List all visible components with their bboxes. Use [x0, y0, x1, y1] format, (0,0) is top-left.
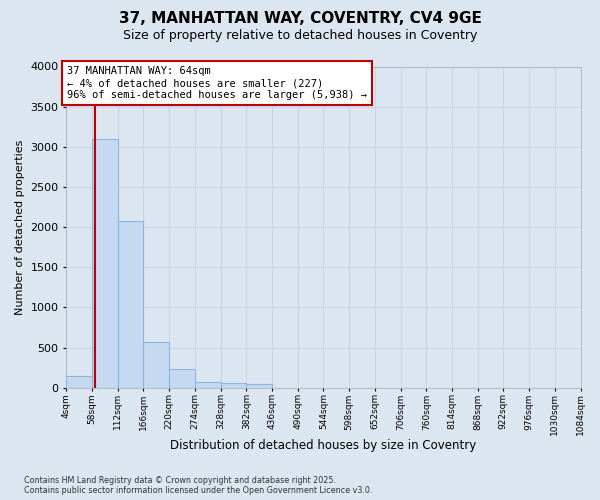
- Bar: [246, 384, 272, 388]
- Y-axis label: Number of detached properties: Number of detached properties: [15, 140, 25, 315]
- Bar: [67, 376, 92, 388]
- Bar: [143, 342, 169, 388]
- Bar: [169, 369, 195, 388]
- Bar: [195, 382, 221, 388]
- Bar: [92, 139, 118, 388]
- Text: Size of property relative to detached houses in Coventry: Size of property relative to detached ho…: [123, 29, 477, 42]
- Text: 37 MANHATTAN WAY: 64sqm
← 4% of detached houses are smaller (227)
96% of semi-de: 37 MANHATTAN WAY: 64sqm ← 4% of detached…: [67, 66, 367, 100]
- Bar: [221, 383, 246, 388]
- Text: Contains HM Land Registry data © Crown copyright and database right 2025.
Contai: Contains HM Land Registry data © Crown c…: [24, 476, 373, 495]
- Text: 37, MANHATTAN WAY, COVENTRY, CV4 9GE: 37, MANHATTAN WAY, COVENTRY, CV4 9GE: [119, 11, 481, 26]
- Bar: [118, 220, 143, 388]
- X-axis label: Distribution of detached houses by size in Coventry: Distribution of detached houses by size …: [170, 440, 476, 452]
